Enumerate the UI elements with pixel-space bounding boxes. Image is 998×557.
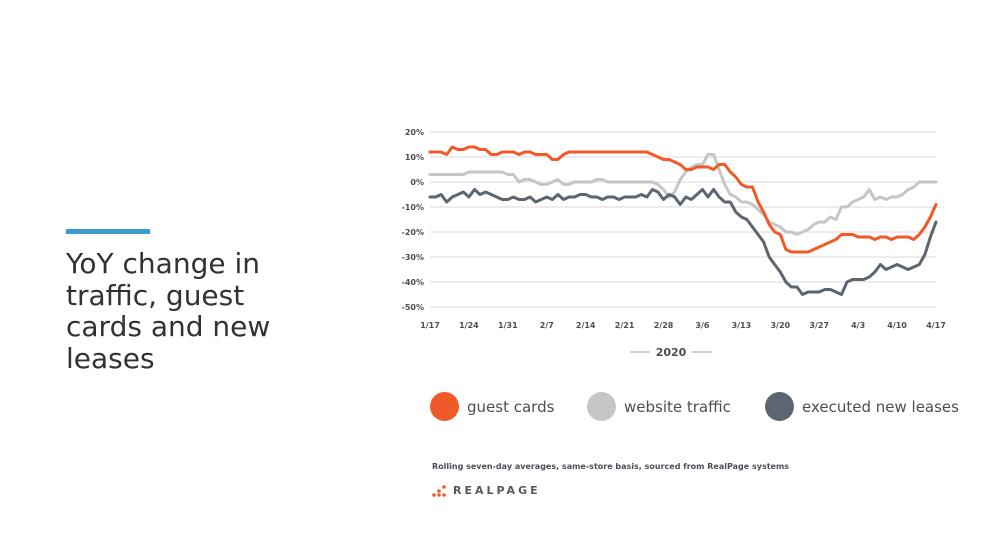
- realpage-logo: REALPAGE: [432, 484, 541, 497]
- x-tick-label: 3/6: [695, 321, 709, 330]
- y-tick-label: -40%: [402, 278, 424, 287]
- accent-bar: [66, 229, 150, 234]
- x-tick-label: 2/7: [540, 321, 554, 330]
- y-tick-label: -30%: [402, 253, 424, 262]
- line-chart: 20% 10% 0% -10% -20% -30% -40% -50% 1/17 1/24 1/3…: [402, 128, 946, 359]
- chart-grid: [430, 131, 936, 308]
- x-tick-label: 1/24: [459, 321, 479, 330]
- legend-item-executed-new-leases: executed new leases: [765, 392, 959, 421]
- x-tick-label: 3/13: [732, 321, 752, 330]
- logo-wordmark: REALPAGE: [453, 484, 541, 497]
- x-tick-label: 4/10: [887, 321, 907, 330]
- legend-swatch-guest-cards: [430, 392, 459, 421]
- x-tick-label: 2/21: [615, 321, 635, 330]
- legend-item-guest-cards: guest cards: [430, 392, 554, 421]
- y-tick-label: -50%: [402, 303, 424, 312]
- legend-label-guest-cards: guest cards: [467, 397, 555, 416]
- x-tick-label: 1/31: [498, 321, 518, 330]
- legend-swatch-website-traffic: [587, 392, 616, 421]
- legend-item-website-traffic: website traffic: [587, 392, 731, 421]
- legend-swatch-executed-new-leases: [765, 392, 794, 421]
- series-line-guest-cards: [428, 145, 938, 254]
- series-line-executed-new-leases: [428, 188, 938, 296]
- x-tick-label: 2/14: [576, 321, 596, 330]
- x-tick-label: 2/28: [654, 321, 674, 330]
- chart-legend: guest cards website traffic executed new…: [0, 392, 998, 424]
- x-axis-title: 2020: [656, 346, 687, 359]
- y-axis: 20% 10% 0% -10% -20% -30% -40% -50%: [402, 128, 424, 312]
- x-tick-label: 3/20: [770, 321, 790, 330]
- legend-label-executed-new-leases: executed new leases: [802, 397, 959, 416]
- source-footnote: Rolling seven-day averages, same-store b…: [432, 462, 790, 471]
- y-tick-label: -10%: [402, 203, 424, 212]
- slide-title: YoY change in traffic, guest cards and n…: [66, 247, 271, 375]
- x-tick-label: 4/3: [851, 321, 865, 330]
- x-axis-title-group: 2020: [630, 346, 712, 359]
- y-tick-label: -20%: [402, 228, 424, 237]
- chart-series: [428, 145, 938, 296]
- legend-label-website-traffic: website traffic: [624, 397, 731, 416]
- series-line-website-traffic: [428, 153, 938, 236]
- realpage-dots-icon: [432, 484, 446, 497]
- x-tick-label: 4/17: [926, 321, 946, 330]
- x-axis: 1/17 1/24 1/31 2/7 2/14 2/21 2/28 3/6 3/13 3/20 3/…: [420, 321, 946, 330]
- y-tick-label: 10%: [405, 153, 424, 162]
- y-tick-label: 20%: [405, 128, 424, 137]
- x-tick-label: 1/17: [420, 321, 440, 330]
- y-tick-label: 0%: [410, 178, 424, 187]
- x-tick-label: 3/27: [809, 321, 829, 330]
